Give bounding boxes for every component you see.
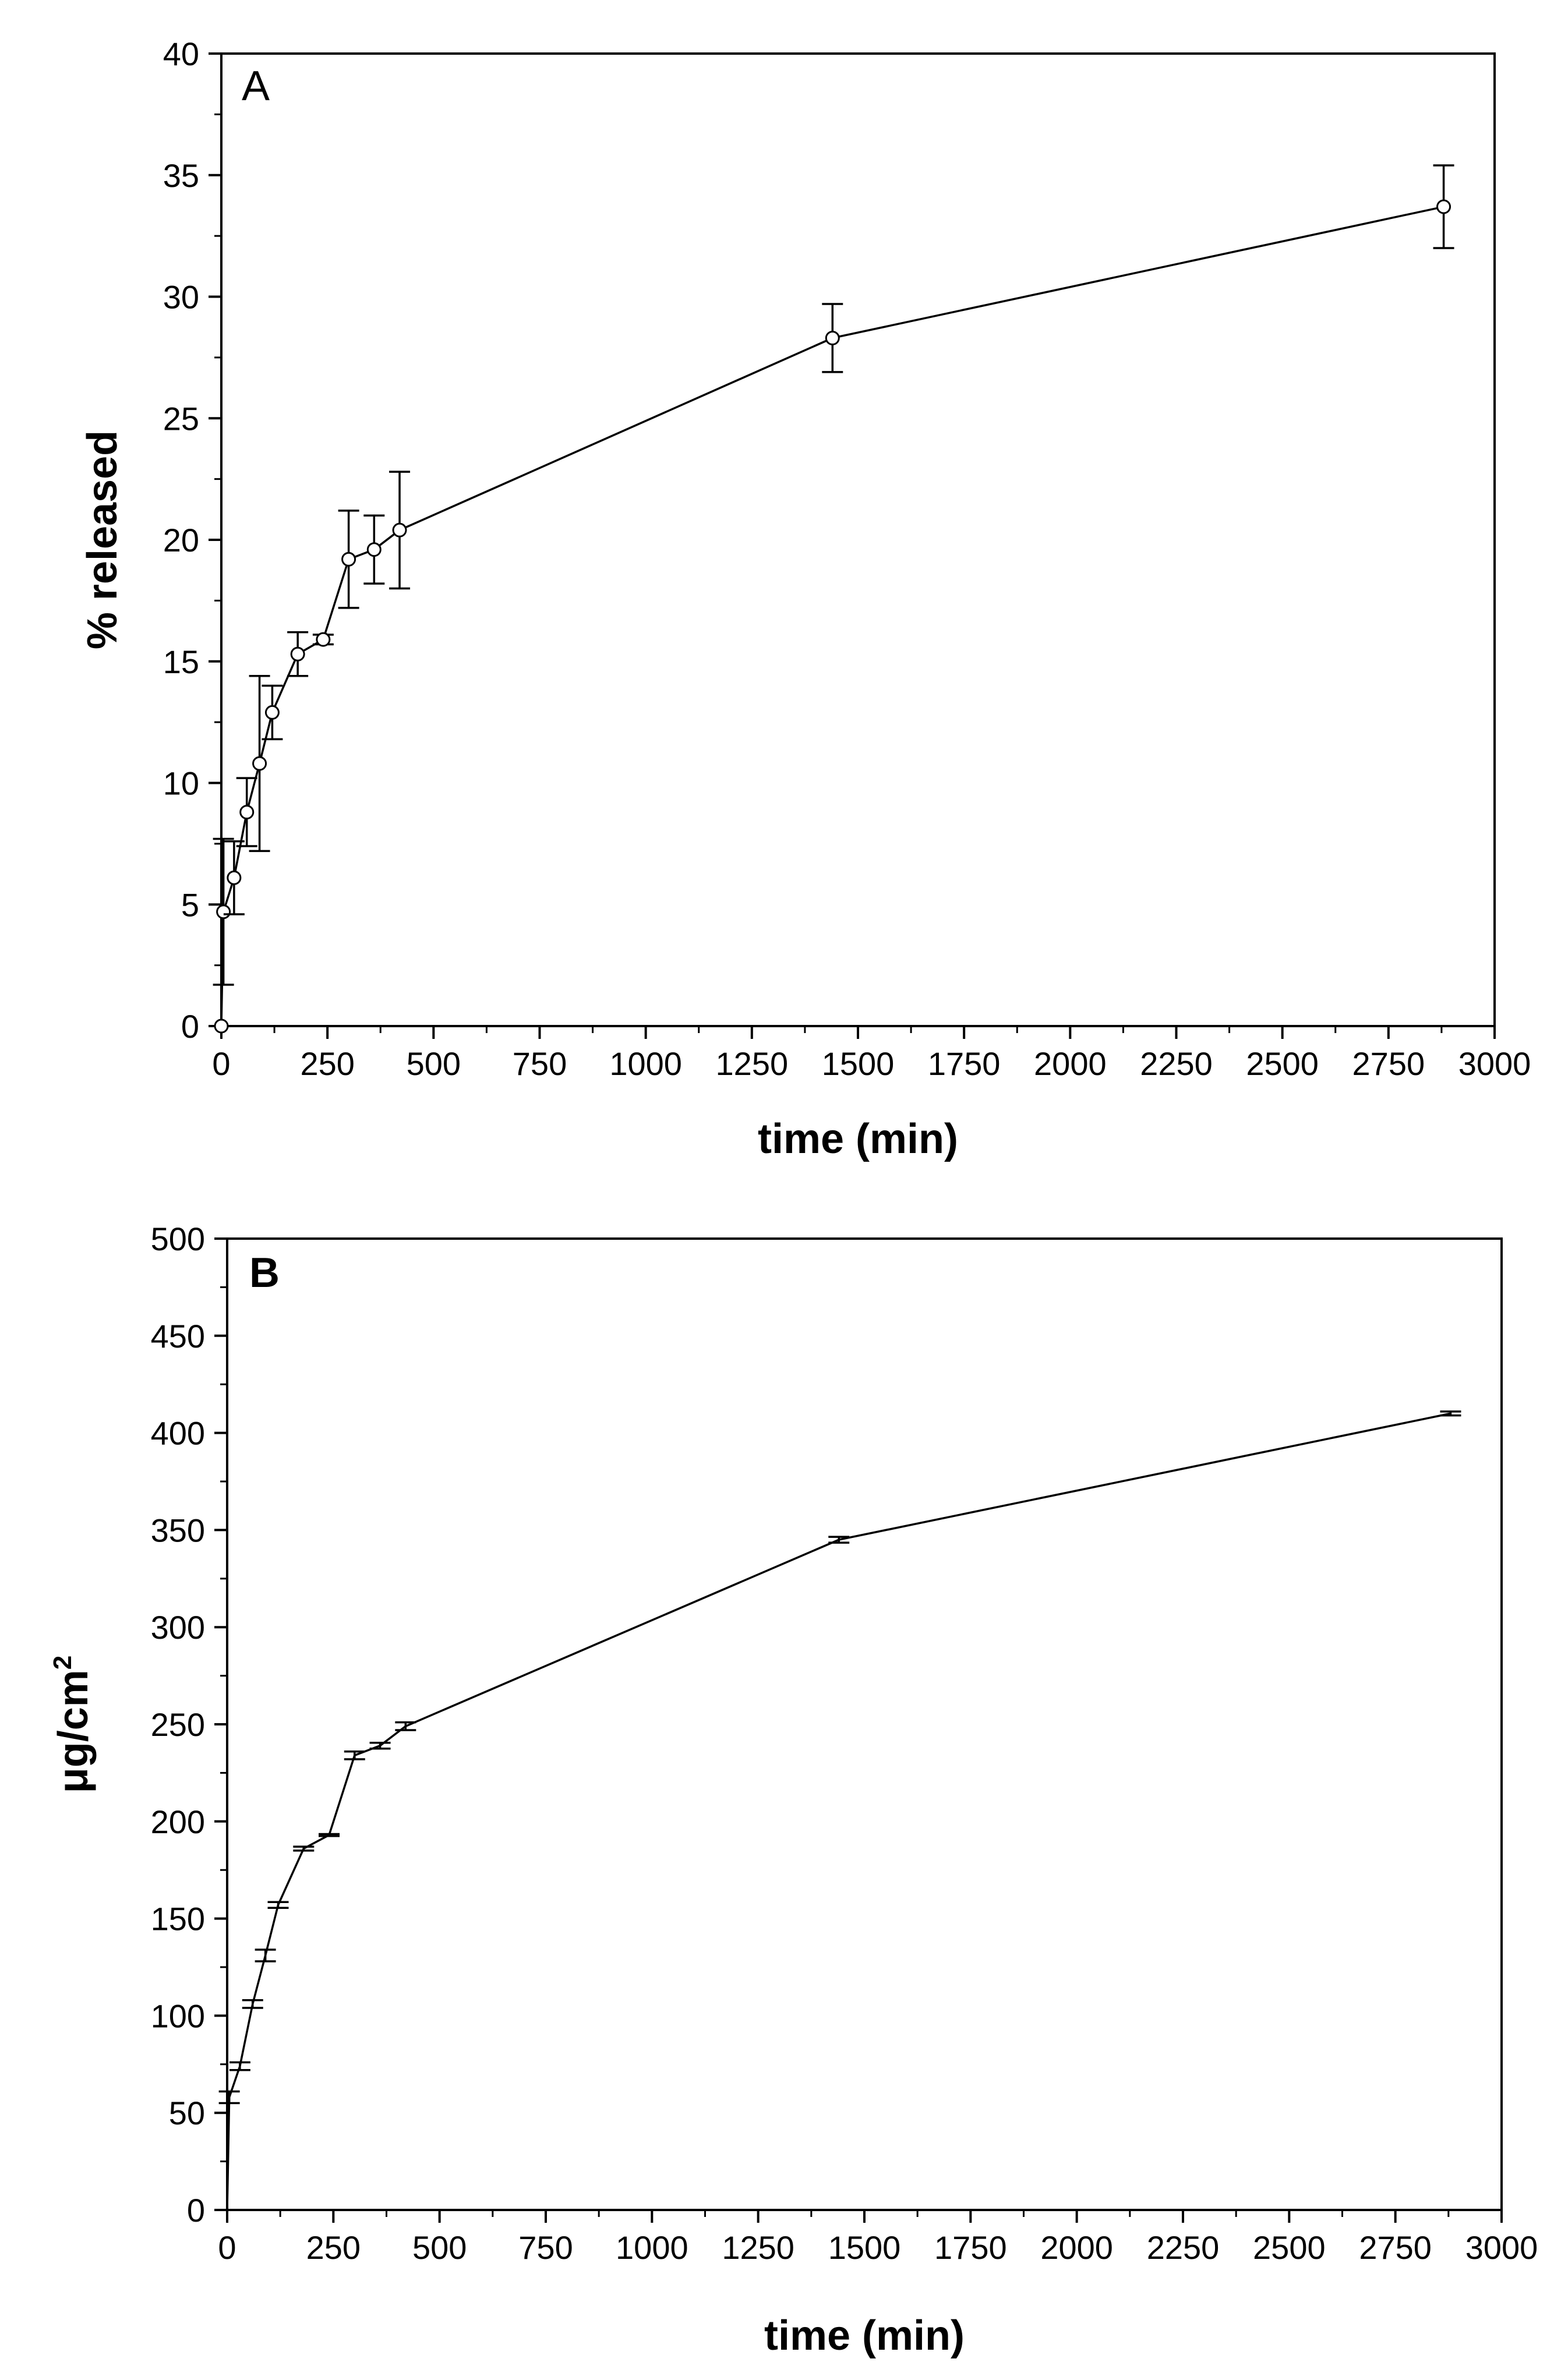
chart1-x-tick-label: 1000 [609, 1045, 682, 1082]
chart2-x-tick-label: 2500 [1253, 2229, 1326, 2266]
chart1-y-tick-label: 5 [181, 886, 199, 923]
chart1-data-point [264, 705, 280, 720]
chart1-x-tick-label: 1250 [716, 1045, 789, 1082]
chart2-y-tick-label: 100 [151, 1997, 205, 2034]
chart1-x-tick-label: 2000 [1034, 1045, 1107, 1082]
chart2-y-tick-label: 0 [187, 2192, 205, 2229]
chart2-x-tick-label: 0 [218, 2229, 236, 2266]
chart1-x-tick-label: 2750 [1352, 1045, 1425, 1082]
chart2-x-tick-label: 750 [518, 2229, 573, 2266]
chart2-y-tick-label: 250 [151, 1706, 205, 1743]
chart1-data-point [239, 805, 255, 820]
chart2-x-tick-label: 1000 [616, 2229, 688, 2266]
panel-a: 0 250 500 750 1000 1250 1500 1750 2000 2250 2500 27… [79, 36, 1531, 1162]
chart1-data-point [216, 904, 231, 920]
chart1-y-tick-label: 10 [163, 765, 199, 802]
panel-b: 0 250 500 750 1000 1250 1500 1750 2000 2250 2500 27… [48, 1221, 1538, 2359]
chart2-y-tick-label: 500 [151, 1221, 205, 1257]
chart2-y-axis-title-superscript: 2 [48, 1656, 77, 1670]
chart2-y-tick-label: 400 [151, 1415, 205, 1452]
chart2-y-tick-label: 450 [151, 1318, 205, 1355]
chart2-y-tick-label: 200 [151, 1803, 205, 1840]
chart1-x-tick-label: 1500 [822, 1045, 895, 1082]
chart2-x-tick-label: 500 [412, 2229, 467, 2266]
chart2-x-axis-title: time (min) [764, 2312, 965, 2359]
chart1-data-point [214, 1019, 229, 1034]
chart2-y-axis-title: μg/cm2 [48, 1656, 97, 1794]
chart1-x-tick-label: 0 [212, 1045, 230, 1082]
chart1-y-tick-label: 0 [181, 1008, 199, 1045]
chart1-data-point [1436, 199, 1451, 214]
chart2-x-tick-label: 250 [306, 2229, 361, 2266]
chart1-data-point [252, 756, 267, 771]
chart1-x-tick-label: 2500 [1246, 1045, 1319, 1082]
chart1-y-tick-label: 30 [163, 279, 199, 316]
chart1-data-point [366, 542, 382, 557]
chart2-x-tick-label: 2000 [1040, 2229, 1113, 2266]
chart1-x-tick-label: 3000 [1458, 1045, 1531, 1082]
chart2-x-tick-label: 3000 [1465, 2229, 1538, 2266]
chart1-data-point [316, 632, 331, 647]
chart1-data-point [227, 870, 242, 885]
chart1-x-tick-label: 750 [513, 1045, 567, 1082]
chart1-y-tick-label: 35 [163, 157, 199, 194]
chart1-y-tick-label: 25 [163, 400, 199, 437]
chart2-x-tick-label: 2750 [1359, 2229, 1432, 2266]
chart2-y-tick-label: 350 [151, 1512, 205, 1548]
chart2-y-tick-label: 50 [169, 2095, 205, 2131]
chart1-data-point [392, 522, 407, 537]
chart2-x-tick-label: 2250 [1147, 2229, 1220, 2266]
chart2-panel-label: B [249, 1250, 280, 1296]
chart1-data-point [825, 330, 840, 345]
chart1-y-tick-label: 40 [163, 36, 199, 72]
chart1-x-tick-label: 1750 [928, 1045, 1001, 1082]
chart2-y-tick-label: 150 [151, 1901, 205, 1937]
chart2-x-tick-label: 1500 [828, 2229, 901, 2266]
chart1-panel-label: A [242, 63, 270, 109]
chart1-x-axis-title: time (min) [758, 1116, 958, 1162]
chart2-y-tick-label: 300 [151, 1609, 205, 1646]
chart2-x-tick-label: 1750 [934, 2229, 1007, 2266]
chart1-y-tick-label: 15 [163, 643, 199, 680]
chart1-x-tick-label: 250 [300, 1045, 354, 1082]
chart1-y-tick-label: 20 [163, 522, 199, 558]
chart1-y-axis-title: % released [79, 430, 126, 649]
chart1-x-tick-label: 2250 [1140, 1045, 1213, 1082]
chart2-x-tick-label: 1250 [722, 2229, 794, 2266]
chart1-x-tick-label: 500 [407, 1045, 461, 1082]
chart1-data-point [290, 646, 305, 662]
chart1-data-point [341, 551, 356, 567]
